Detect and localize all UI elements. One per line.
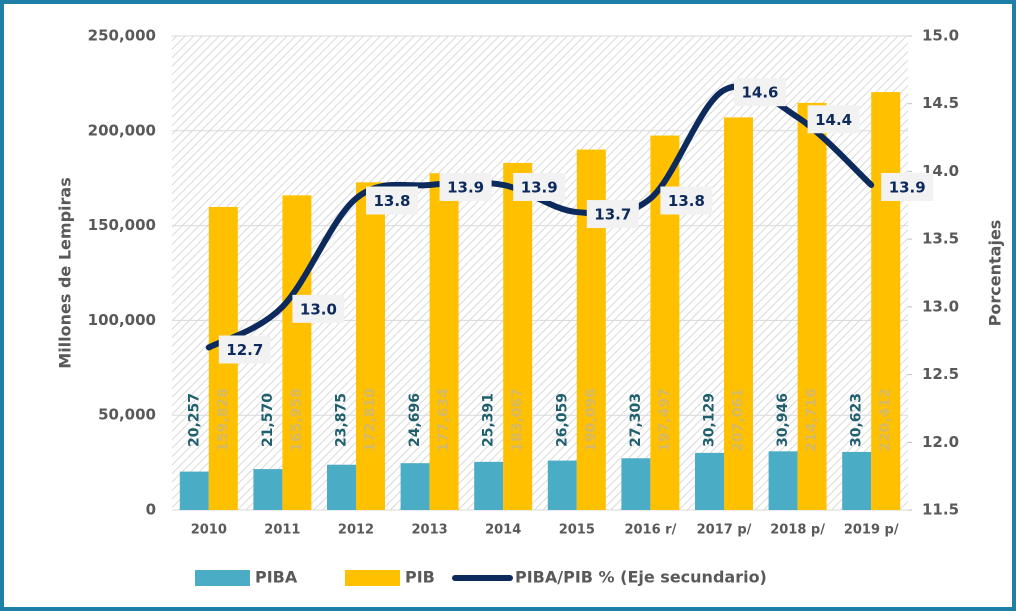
- x-tick-label: 2012: [338, 523, 374, 538]
- x-tick-label: 2019 p/: [844, 523, 899, 538]
- bar-label: 177,634: [436, 388, 452, 452]
- x-tick-label: 2013: [412, 523, 448, 538]
- line-label: 14.4: [815, 111, 852, 129]
- y-tick-label: 150,000: [88, 216, 156, 234]
- bar: [724, 117, 753, 510]
- y-tick-label: 250,000: [88, 27, 156, 45]
- bar: [797, 102, 827, 510]
- line-label-box: [218, 335, 271, 364]
- bar-label: 27,303: [628, 393, 644, 447]
- bar-label: 214,716: [804, 388, 820, 452]
- legend-label: PIBA/PIB % (Eje secundario): [515, 568, 767, 587]
- y2-tick-label: 13.5: [922, 230, 959, 248]
- bar: [253, 469, 283, 510]
- line-label: 13.7: [594, 206, 631, 224]
- bar-label: 165,958: [289, 388, 305, 452]
- bar: [356, 182, 385, 510]
- bar-label: 25,391: [481, 393, 497, 447]
- y-tick-label: 0: [146, 501, 156, 519]
- y2-tick-label: 14.5: [922, 94, 959, 112]
- line-label-box: [807, 105, 860, 134]
- y2-tick-label: 12.0: [922, 433, 959, 451]
- y-tick-label: 50,000: [98, 406, 156, 424]
- line-label-box: [881, 172, 934, 201]
- y2-tick-label: 15.0: [922, 27, 959, 45]
- bar-label: 21,570: [260, 393, 276, 447]
- bar: [842, 451, 872, 510]
- line-label-box: [366, 186, 418, 215]
- bar-label: 197,497: [657, 388, 673, 452]
- line-label: 12.7: [226, 341, 263, 359]
- bar-label: 26,059: [554, 393, 570, 447]
- x-tick-label: 2014: [485, 523, 521, 538]
- y2-tick-label: 11.5: [922, 501, 959, 519]
- line-label-box: [292, 294, 345, 323]
- x-tick-label: 2011: [264, 523, 300, 538]
- line-label-box: [439, 172, 492, 201]
- bar-label: 24,696: [407, 393, 423, 447]
- line-label: 14.6: [741, 84, 778, 102]
- bar: [768, 451, 798, 510]
- bar-label: 159,828: [215, 388, 231, 452]
- line-label-box: [513, 172, 566, 201]
- bar-label: 20,257: [186, 393, 202, 447]
- bar: [429, 173, 459, 510]
- bar: [474, 461, 504, 510]
- legend-swatch: [345, 570, 400, 586]
- bar-label: 172,810: [363, 388, 379, 452]
- bar-label: 30,946: [775, 393, 791, 447]
- y-tick-label: 100,000: [88, 311, 156, 329]
- bar: [400, 463, 430, 510]
- y2-axis-title: Porcentajes: [986, 220, 1005, 327]
- x-tick-label: 2015: [559, 523, 595, 538]
- legend-label: PIBA: [255, 568, 298, 587]
- bar: [871, 92, 901, 510]
- bar-label: 183,067: [510, 388, 526, 452]
- x-tick-label: 2018 p/: [770, 523, 825, 538]
- line-label-box: [734, 78, 786, 107]
- bar: [503, 162, 533, 510]
- bar: [327, 464, 356, 510]
- bar-label: 23,875: [334, 393, 350, 447]
- x-tick-label: 2010: [191, 523, 227, 538]
- bar-label: 190,096: [583, 388, 599, 452]
- y2-tick-label: 13.0: [922, 297, 959, 315]
- bar: [179, 471, 209, 510]
- line-label: 13.0: [300, 300, 337, 318]
- line-label: 13.9: [889, 178, 926, 196]
- bar: [282, 195, 312, 510]
- bar-label: 30,623: [849, 393, 865, 447]
- line-label: 13.8: [668, 192, 705, 210]
- y2-tick-label: 12.5: [922, 365, 959, 383]
- bar: [621, 458, 651, 510]
- line-label-box: [660, 186, 713, 215]
- line-label-box: [586, 200, 639, 229]
- legend-swatch: [195, 570, 250, 586]
- x-tick-label: 2017 p/: [697, 523, 752, 538]
- bar-label: 30,129: [702, 393, 718, 447]
- legend-label: PIB: [405, 568, 435, 587]
- bar: [695, 452, 724, 510]
- y-axis-title: Millones de Lempiras: [56, 177, 75, 368]
- bar-label: 220,412: [878, 388, 894, 452]
- y-tick-label: 200,000: [88, 121, 156, 139]
- line-label: 13.9: [447, 178, 484, 196]
- x-tick-label: 2016 r/: [624, 523, 676, 538]
- line-label: 13.9: [521, 178, 558, 196]
- bar-label: 207,061: [731, 388, 747, 452]
- line-label: 13.8: [373, 192, 410, 210]
- bar: [547, 460, 577, 510]
